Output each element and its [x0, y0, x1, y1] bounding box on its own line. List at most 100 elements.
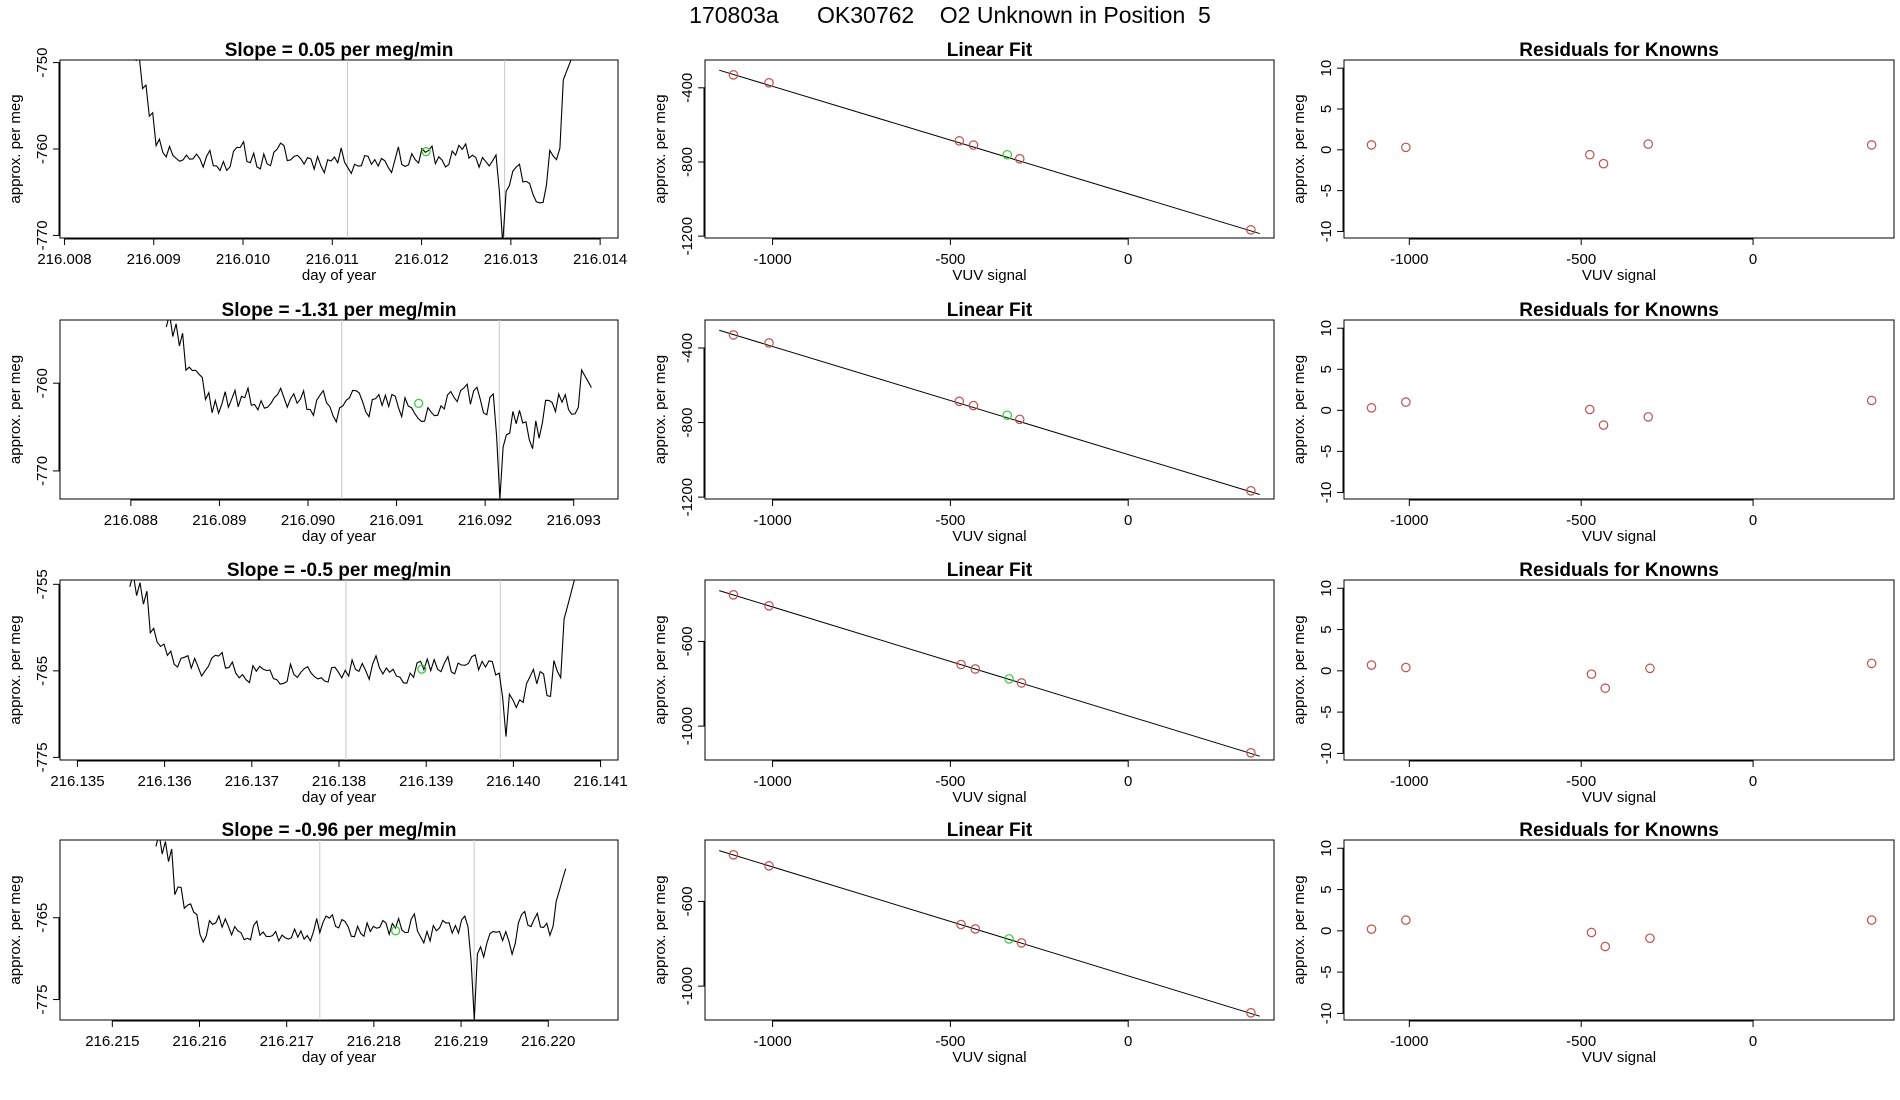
y-tick-label: -750 — [34, 48, 51, 78]
y-tick-label: -1200 — [679, 217, 696, 255]
y-tick-label: -765 — [34, 903, 51, 933]
known-point — [1866, 915, 1877, 925]
y-axis-label: approx. per meg — [7, 94, 24, 203]
y-tick-label: -775 — [34, 742, 51, 772]
x-tick-label: 216.219 — [434, 1033, 488, 1050]
y-tick-label: -1000 — [679, 967, 696, 1005]
y-tick-label: 10 — [1318, 840, 1335, 857]
unknown-point — [391, 926, 401, 936]
plot-frame — [59, 579, 619, 761]
x-axis-label: day of year — [302, 1049, 376, 1066]
x-tick-label: 216.136 — [138, 773, 192, 790]
y-axis-label: approx. per meg — [1291, 355, 1308, 464]
x-axis: -1000 -500 0 — [1390, 760, 1757, 790]
x-tick-label: -1000 — [753, 251, 791, 268]
panel-title: Residuals for Knowns — [1519, 300, 1719, 321]
known-point — [956, 919, 966, 930]
x-tick-label: 216.137 — [225, 773, 279, 790]
known-point — [728, 590, 739, 600]
known-point — [1401, 915, 1411, 925]
x-tick-label: 216.013 — [484, 251, 538, 268]
known-point — [1643, 412, 1654, 422]
y-axis-label: approx. per meg — [7, 615, 24, 724]
plot-area — [719, 69, 1260, 235]
known-point — [1401, 397, 1411, 407]
known-point — [1016, 938, 1027, 948]
panel-r0-c2: Residuals for Knowns -1000 -500 0 VUV signal… — [1291, 40, 1895, 284]
known-point — [954, 136, 965, 146]
plot-frame — [59, 839, 619, 1021]
plot-frame — [1343, 579, 1895, 761]
y-tick-label: -10 — [1318, 1003, 1335, 1025]
x-tick-label: 216.012 — [394, 251, 448, 268]
known-point — [1643, 139, 1654, 149]
plot-area — [1366, 139, 1877, 169]
known-point — [764, 338, 774, 348]
y-axis: -1000 -600 — [679, 886, 705, 1005]
x-tick-label: 0 — [1124, 512, 1132, 529]
y-tick-label: 0 — [1318, 146, 1335, 154]
x-tick-label: 216.089 — [192, 512, 246, 529]
panel-title: Slope = 0.05 per meg/min — [225, 40, 454, 61]
y-tick-label: -10 — [1318, 743, 1335, 765]
known-point — [728, 70, 739, 80]
x-axis: -1000 -500 0 — [753, 1020, 1132, 1050]
plot-area — [135, 60, 572, 238]
unknown-point — [1002, 149, 1013, 160]
x-axis-label: VUV signal — [952, 528, 1026, 545]
plot-area — [1366, 395, 1877, 430]
y-tick-label: 10 — [1318, 320, 1335, 337]
y-tick-label: 10 — [1318, 580, 1335, 597]
known-point — [764, 78, 774, 88]
x-axis-label: day of year — [302, 789, 376, 806]
known-point — [1016, 678, 1027, 688]
known-point — [1600, 941, 1611, 952]
panel-title: Residuals for Knowns — [1519, 40, 1719, 61]
plot-area — [165, 320, 592, 499]
x-tick-label: -500 — [935, 251, 965, 268]
x-tick-label: -1000 — [1390, 251, 1428, 268]
x-tick-label: -500 — [935, 1033, 965, 1050]
x-tick-label: -500 — [1566, 1033, 1596, 1050]
x-tick-label: 216.088 — [104, 512, 158, 529]
x-tick-label: 216.092 — [458, 512, 512, 529]
panel-r2-c1: Linear Fit -1000 -500 0 VUV signal -1000 -600 a… — [652, 560, 1275, 806]
x-axis: -1000 -500 0 — [753, 760, 1132, 790]
x-tick-label: -500 — [935, 773, 965, 790]
x-axis-label: VUV signal — [1582, 528, 1656, 545]
panel-title: Residuals for Knowns — [1519, 560, 1719, 581]
known-point — [1401, 662, 1411, 673]
known-point — [970, 664, 981, 674]
x-axis: 216.135 216.136 216.137 216.138 216.139 216.1… — [50, 760, 628, 790]
y-tick-label: -800 — [679, 408, 696, 438]
panel-r3-c2: Residuals for Knowns -1000 -500 0 VUV signal… — [1291, 820, 1895, 1066]
y-tick-label: -1000 — [679, 707, 696, 745]
y-tick-label: -5 — [1318, 184, 1335, 197]
plot-frame — [704, 319, 1275, 500]
x-tick-label: 216.140 — [486, 773, 540, 790]
x-tick-label: 216.014 — [573, 251, 627, 268]
y-tick-label: -600 — [679, 886, 696, 916]
plot-frame — [704, 59, 1275, 239]
x-axis-label: day of year — [302, 528, 376, 545]
x-tick-label: 0 — [1749, 1033, 1757, 1050]
unknown-point — [1004, 674, 1014, 684]
x-tick-label: -500 — [1566, 251, 1596, 268]
known-point — [1246, 485, 1256, 496]
x-axis: 216.215 216.216 216.217 216.218 216.219 216.2… — [85, 1020, 575, 1050]
panel-title: Linear Fit — [947, 40, 1033, 61]
y-tick-label: -755 — [34, 569, 51, 599]
x-tick-label: 216.139 — [399, 773, 453, 790]
x-tick-label: -500 — [1566, 512, 1596, 529]
y-tick-label: -400 — [679, 73, 696, 103]
y-axis-label: approx. per meg — [652, 94, 669, 203]
x-axis: -1000 -500 0 — [753, 238, 1132, 268]
known-point — [970, 924, 981, 934]
unknown-point — [421, 146, 431, 157]
known-point — [728, 330, 739, 340]
x-tick-label: 216.138 — [312, 773, 366, 790]
signal-trace — [155, 840, 567, 1020]
panel-title: Slope = -0.96 per meg/min — [222, 820, 457, 841]
y-axis-label: approx. per meg — [7, 875, 24, 984]
